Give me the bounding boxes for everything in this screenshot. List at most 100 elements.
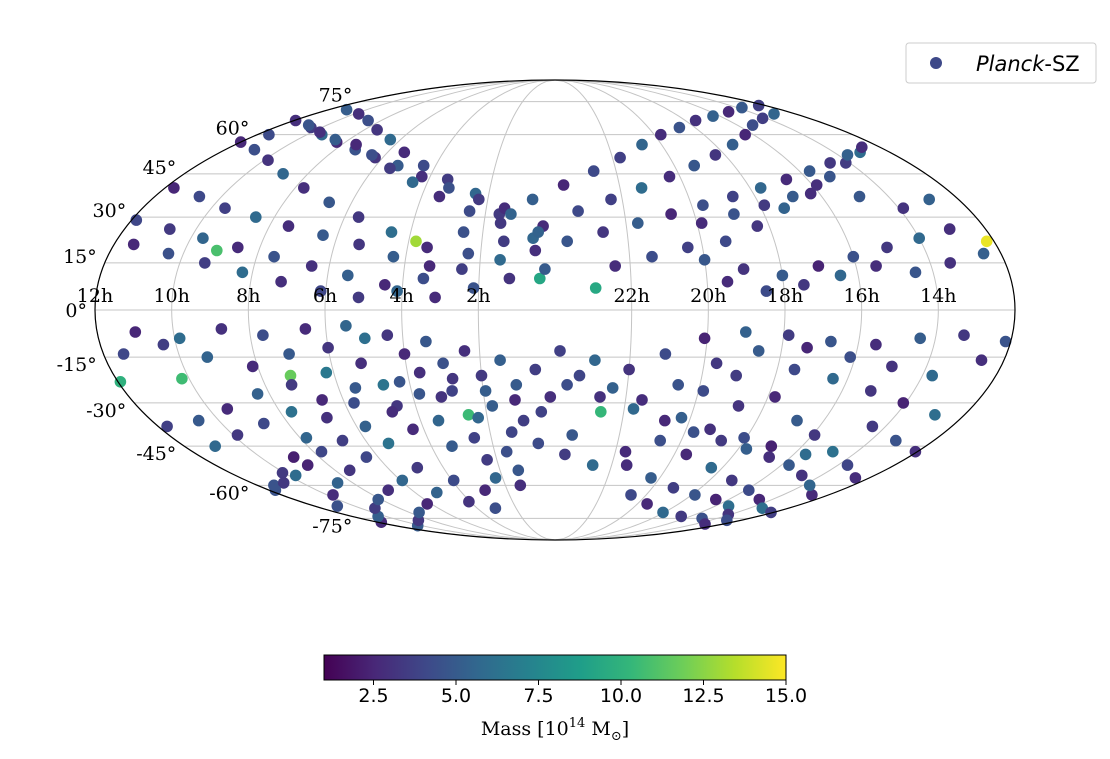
cluster-point [285,406,298,418]
cluster-point [193,190,206,203]
cluster-point [958,329,970,342]
colorbar-label-unit: M [585,718,611,740]
cluster-point [117,348,130,360]
cluster-point [298,182,310,194]
cluster-point [619,445,632,458]
cluster-point [559,448,571,461]
cluster-point [176,372,188,385]
cluster-point [788,363,801,376]
cluster-point [791,414,803,427]
cluster-point [468,432,481,444]
cluster-point [446,440,458,453]
cluster-point [352,108,365,120]
cluster-point [486,400,499,412]
cluster-point [739,128,751,141]
cluster-point [778,202,790,214]
grid-meridian [324,79,556,541]
cluster-point [657,506,669,519]
cluster-point [844,351,856,363]
cluster-point [672,379,684,391]
cluster-point [386,406,399,418]
cluster-point [157,338,170,351]
cluster-point [926,369,938,382]
cluster-point [975,354,988,367]
cluster-point [514,479,527,492]
cluster-point [352,211,365,223]
colorbar-label-sub: ⊙ [611,729,622,744]
cluster-point [980,235,993,248]
cluster-point [462,409,475,421]
cluster-point [473,193,485,206]
dec-tick-labels: 75° 60° 45° 30° 15° 0° -15° -30° -45° -60° -75° [57,85,353,538]
cluster-point [349,382,362,394]
cluster-point [730,369,742,382]
cluster-point [758,199,771,211]
cluster-point [301,459,314,471]
cluster-point [589,282,602,294]
ra-tick-label: 22h [613,285,649,307]
cluster-point [199,257,211,269]
cluster-point [804,187,817,200]
cluster-point [737,263,750,275]
cluster-point [384,162,396,175]
cluster-point [457,226,470,238]
colorbar-tick-label: 12.5 [682,685,724,707]
cluster-point [498,235,510,248]
cluster-point [752,345,765,357]
cluster-point [410,235,422,248]
cluster-point [923,193,935,206]
cluster-point [740,326,752,338]
cluster-point [215,323,228,335]
cluster-point [509,394,521,406]
cluster-point [573,369,586,382]
cluster-point [715,434,727,447]
cluster-point [849,472,862,484]
cluster-point [248,143,261,156]
cluster-point [413,366,426,379]
colorbar-tick-label: 5.0 [441,685,471,707]
dec-tick-label: -30° [86,400,126,422]
ra-tick-label: 10h [153,285,189,307]
cluster-point [287,451,300,463]
colorbar: 2.5 5.0 7.5 10.0 12.5 15.0 Mass [1014 M⊙] [323,654,807,744]
cluster-point [586,459,599,471]
cluster-point [756,502,769,514]
cluster-point [382,484,395,497]
cluster-point [698,253,711,266]
cluster-point [413,506,425,519]
cluster-point [320,366,333,379]
cluster-point [342,269,354,282]
cluster-point [605,193,617,206]
cluster-point [675,411,688,424]
cluster-point [398,348,411,360]
cluster-point [456,263,468,275]
cluster-point [505,426,518,438]
cluster-point [162,247,175,260]
ra-tick-labels: 22h 20h 18h 16h 14h 12h 10h 8h 6h 4h 2h [77,285,957,307]
cluster-point [609,260,621,272]
cluster-point [595,406,607,418]
grid-meridian [554,79,633,541]
cluster-point [127,238,140,251]
cluster-point [751,220,764,232]
cluster-point [316,394,328,406]
cluster-point [387,250,400,263]
cluster-point [722,500,735,512]
cluster-point [614,151,626,164]
cluster-point [870,260,882,272]
cluster-point [262,154,274,166]
cluster-point [909,266,922,279]
cluster-point [847,250,860,263]
cluster-point [659,414,671,427]
cluster-point [769,391,781,403]
cluster-point [314,126,326,138]
cluster-point [561,235,573,248]
cluster-point [417,272,430,285]
dec-tick-label: -45° [136,443,176,465]
ra-tick-label: 12h [77,285,113,307]
cluster-point [865,385,877,397]
cluster-point [494,354,506,367]
cluster-point [803,479,816,492]
cluster-point [327,489,339,501]
cluster-point [853,190,866,203]
